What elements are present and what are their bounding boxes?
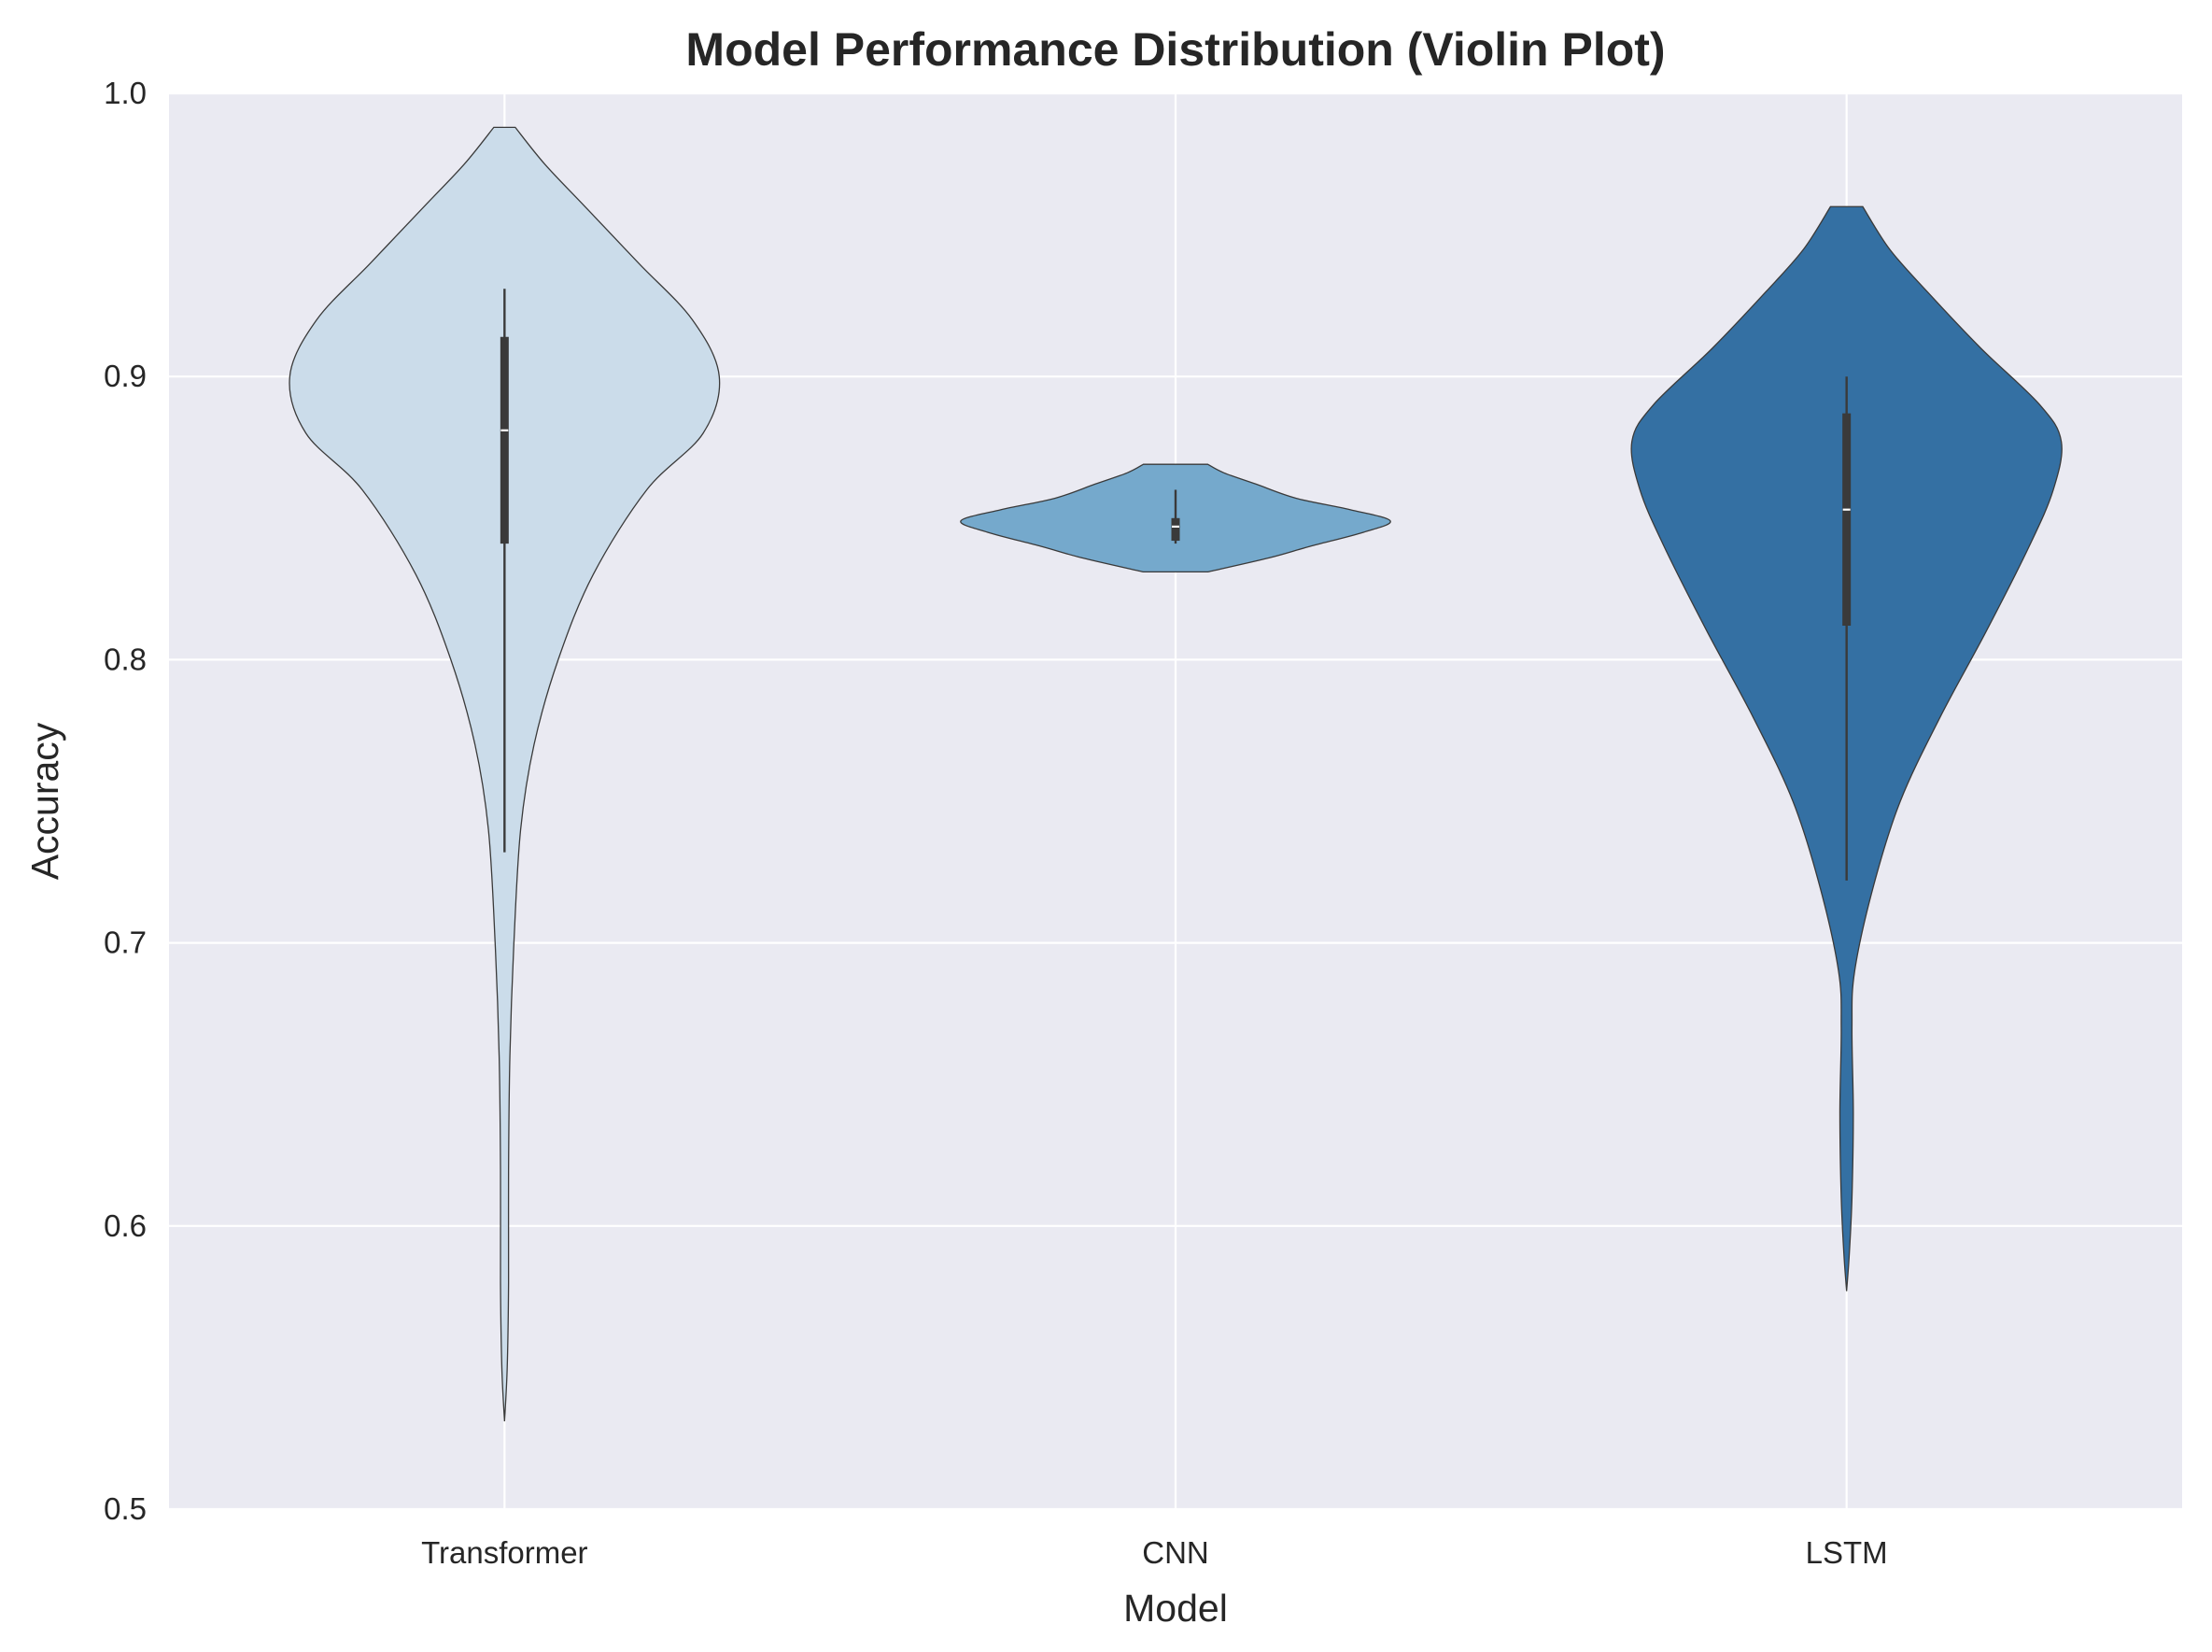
violin-cnn bbox=[960, 463, 1391, 573]
x-tick-label: LSTM bbox=[1806, 1535, 1888, 1570]
chart-title: Model Performance Distribution (Violin P… bbox=[685, 23, 1665, 76]
y-tick-label: 0.9 bbox=[104, 359, 147, 393]
x-axis-label: Model bbox=[1123, 1587, 1228, 1630]
violins bbox=[289, 126, 2063, 1422]
y-axis-label: Accuracy bbox=[23, 722, 66, 880]
violin-transformer bbox=[289, 126, 721, 1422]
y-tick-label: 0.7 bbox=[104, 925, 147, 960]
y-tick-label: 0.6 bbox=[104, 1208, 147, 1243]
y-tick-label: 0.5 bbox=[104, 1491, 147, 1526]
y-tick-label: 0.8 bbox=[104, 642, 147, 676]
y-tick-label: 1.0 bbox=[104, 76, 147, 110]
tick-labels: 0.5 0.6 0.7 0.8 0.9 1.0 Transformer CNN LSTM bbox=[104, 76, 1888, 1570]
x-tick-label: Transformer bbox=[421, 1535, 587, 1570]
violin-lstm bbox=[1630, 205, 2063, 1292]
x-tick-label: CNN bbox=[1142, 1535, 1209, 1570]
